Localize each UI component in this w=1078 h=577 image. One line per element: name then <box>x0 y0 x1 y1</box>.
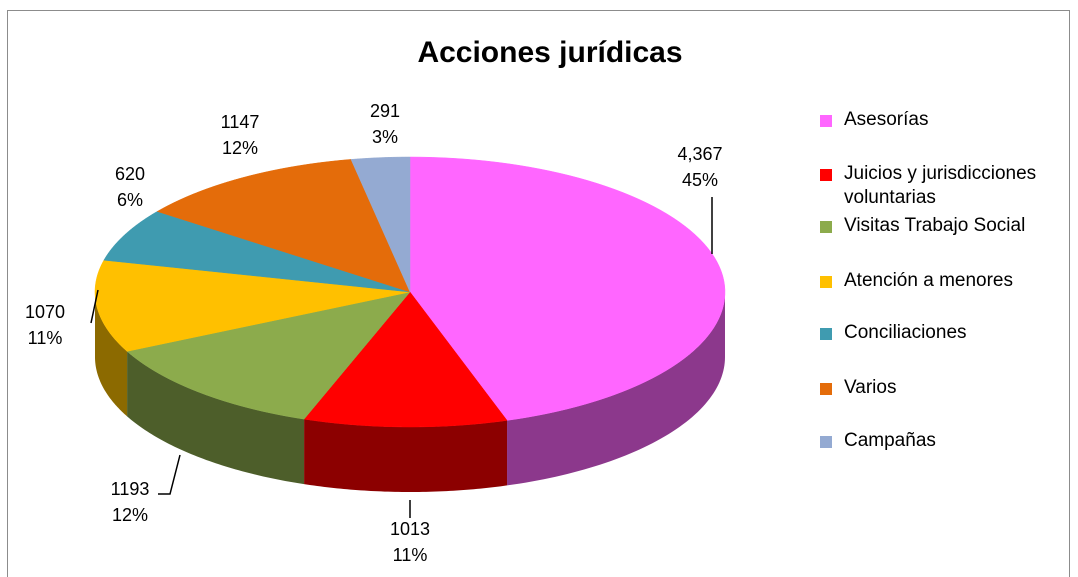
leader-line <box>90 289 99 324</box>
data-label: 1193 <box>111 479 150 499</box>
legend-label: Conciliaciones <box>844 322 967 343</box>
data-label: 1147 <box>221 112 260 132</box>
pie-slice <box>303 291 508 428</box>
pie-side <box>95 292 128 417</box>
legend-swatch <box>820 328 832 340</box>
pie-slice <box>409 156 726 421</box>
legend-label: Asesorías <box>844 109 929 130</box>
pie-slice <box>103 211 411 293</box>
legend-item: Juicios y jurisdicciones voluntarias <box>820 162 1070 210</box>
legend-swatch <box>820 436 832 448</box>
legend-label: Atención a menores <box>844 270 1013 291</box>
legend-label: Varios <box>844 377 897 398</box>
pie-side <box>127 351 305 485</box>
legend-label: Juicios y jurisdicciones voluntarias <box>844 163 1037 208</box>
legend-swatch <box>820 221 832 233</box>
data-label: 4,367 <box>677 144 722 164</box>
pie-slice <box>156 159 411 293</box>
data-label-percent: 11% <box>393 545 428 565</box>
legend-item: Campañas <box>820 429 1070 453</box>
leader-line <box>158 454 181 495</box>
data-label-percent: 3% <box>372 127 398 147</box>
legend-label: Campañas <box>844 430 936 451</box>
legend-swatch <box>820 276 832 288</box>
data-label-percent: 45% <box>682 170 718 190</box>
data-label: 620 <box>115 164 145 184</box>
chart-title: Acciones jurídicas <box>417 36 682 69</box>
data-label: 1070 <box>25 302 65 322</box>
data-label-percent: 12% <box>112 505 148 525</box>
pie-slice <box>350 156 411 293</box>
legend-swatch <box>820 169 832 181</box>
legend-item: Atención a menores <box>820 269 1070 293</box>
legend-label: Visitas Trabajo Social <box>844 215 1026 236</box>
legend-item: Varios <box>820 376 1070 400</box>
data-label: 291 <box>370 101 400 121</box>
data-label-percent: 11% <box>28 328 63 348</box>
pie-slice <box>126 291 411 420</box>
pie-side <box>507 292 725 486</box>
data-label-percent: 6% <box>117 190 143 210</box>
data-label: 1013 <box>390 519 430 539</box>
legend-swatch <box>820 115 832 127</box>
legend-item: Conciliaciones <box>820 321 1070 345</box>
data-label-percent: 12% <box>222 138 258 158</box>
legend-item: Asesorías <box>820 108 1070 132</box>
legend-item: Visitas Trabajo Social <box>820 214 1070 238</box>
chart-border <box>7 10 1070 577</box>
pie-side <box>304 419 508 492</box>
legend-swatch <box>820 383 832 395</box>
pie-slice <box>94 259 411 352</box>
